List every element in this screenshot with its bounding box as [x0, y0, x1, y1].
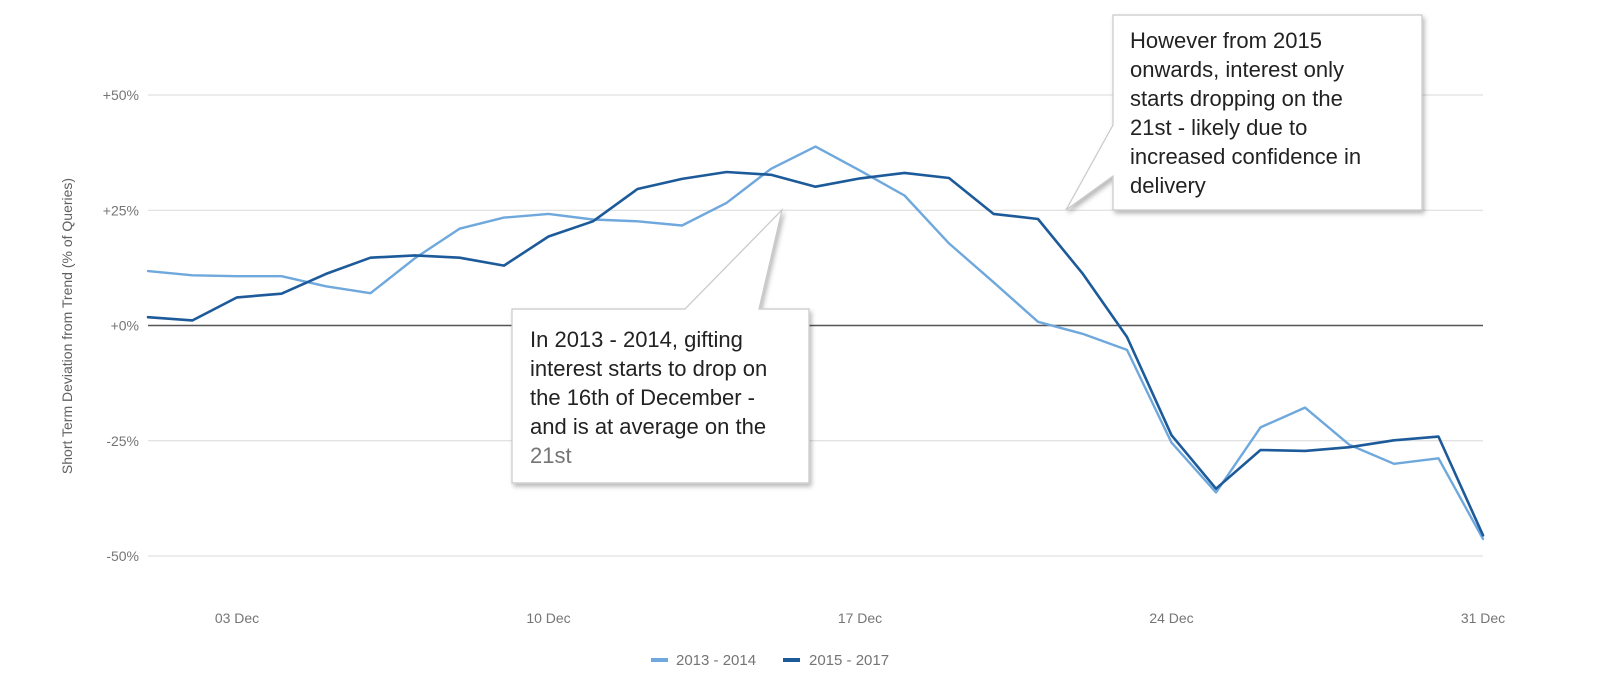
y-axis-label: Short Term Deviation from Trend (% of Qu… [59, 178, 75, 474]
annotation-callout-2015-line-1: However from 2015 [1130, 28, 1322, 53]
x-tick-label: 10 Dec [526, 610, 570, 626]
annotation-callout-2013: In 2013 - 2014, gifting interest starts … [511, 208, 810, 484]
annotation-callout-2015-line-4: 21st - likely due to [1130, 115, 1307, 140]
y-tick-label: +0% [111, 318, 139, 334]
annotation-callout-2015-box [1065, 14, 1423, 211]
legend-label-2015-2017: 2015 - 2017 [809, 652, 889, 669]
x-tick-label: 03 Dec [215, 610, 259, 626]
annotation-callout-2015-line-3: starts dropping on the [1130, 86, 1343, 111]
annotation-callout-2013-line-3: the 16th of December - [530, 385, 755, 410]
series-lines [146, 145, 1485, 541]
legend-label-2013-2014: 2013 - 2014 [676, 652, 756, 669]
annotation-callout-2013-line-5: 21st [530, 443, 572, 468]
series-line-2013-2014 [146, 145, 1485, 541]
annotation-callout-2015-line-5: increased confidence in [1130, 144, 1361, 169]
y-tick-label: +25% [103, 202, 139, 218]
annotation-callout-2015-line-2: onwards, interest only [1130, 57, 1344, 82]
legend-swatch-2013-2014 [651, 658, 668, 662]
annotation-callout-2015-line-6: delivery [1130, 173, 1206, 198]
annotation-callout-2013-box [511, 208, 810, 484]
legend: 2013 - 2014 2015 - 2017 [651, 652, 889, 669]
y-tick-label: -50% [106, 548, 139, 564]
y-tick-label: +50% [103, 87, 139, 103]
x-tick-label: 17 Dec [838, 610, 882, 626]
x-axis-tick-labels: 03 Dec 10 Dec 17 Dec 24 Dec 31 Dec [215, 610, 1505, 626]
annotation-callout-2013-line-4: and is at average on the [530, 414, 766, 439]
x-tick-label: 24 Dec [1149, 610, 1193, 626]
y-axis-tick-labels: +50% +25% +0% -25% -50% [103, 87, 139, 564]
annotation-callout-2013-line-1: In 2013 - 2014, gifting [530, 327, 743, 352]
x-tick-label: 31 Dec [1461, 610, 1505, 626]
legend-swatch-2015-2017 [783, 658, 800, 662]
annotation-callout-2015: However from 2015 onwards, interest only… [1065, 14, 1423, 211]
annotation-callout-2013-line-2: interest starts to drop on [530, 356, 767, 381]
series-line-2015-2017 [146, 170, 1485, 537]
y-tick-label: -25% [106, 433, 139, 449]
